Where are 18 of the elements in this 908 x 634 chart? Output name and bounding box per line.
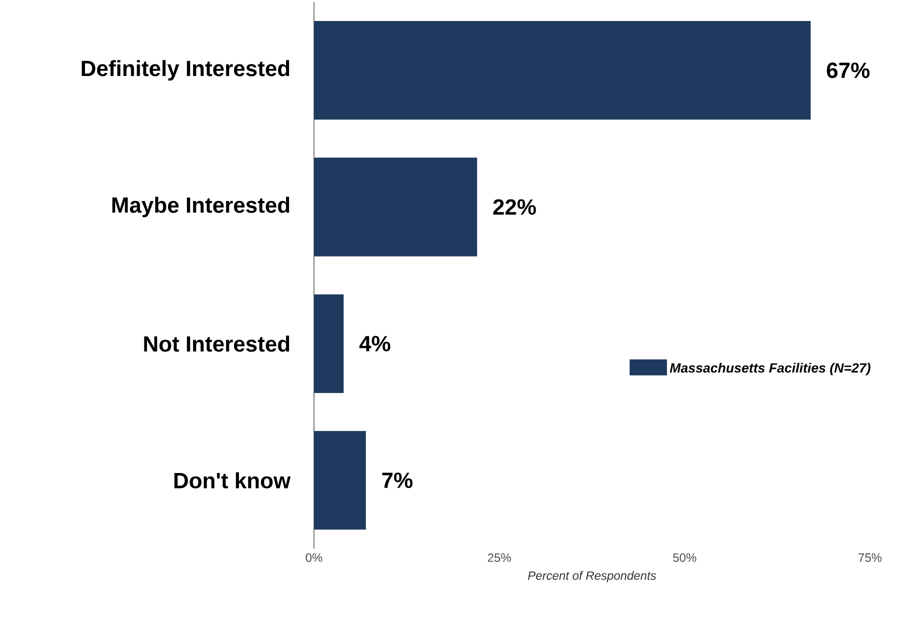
data-label: 4%	[359, 336, 390, 352]
x-tick-label: 50%	[673, 553, 696, 562]
y-tick-label: Maybe Interested	[112, 196, 290, 218]
y-tick-label: Not Interested	[144, 336, 290, 352]
y-tick-label: Definitely Interested	[82, 60, 290, 81]
bar	[314, 20, 811, 120]
bar	[314, 158, 478, 256]
x-axis-title: Percent of Respondents	[528, 571, 656, 582]
data-label: 7%	[382, 472, 412, 488]
y-tick-label: Don't know	[174, 472, 291, 488]
x-tick-label: 0%	[306, 553, 322, 562]
legend-label: Massachusetts Facilities (N=27)	[670, 362, 870, 376]
bar	[314, 430, 366, 530]
data-label: 67%	[826, 62, 870, 78]
data-label: 22%	[493, 199, 536, 215]
x-tick-label: 25%	[488, 553, 511, 562]
bar	[314, 294, 344, 393]
x-tick-label: 75%	[858, 553, 882, 562]
